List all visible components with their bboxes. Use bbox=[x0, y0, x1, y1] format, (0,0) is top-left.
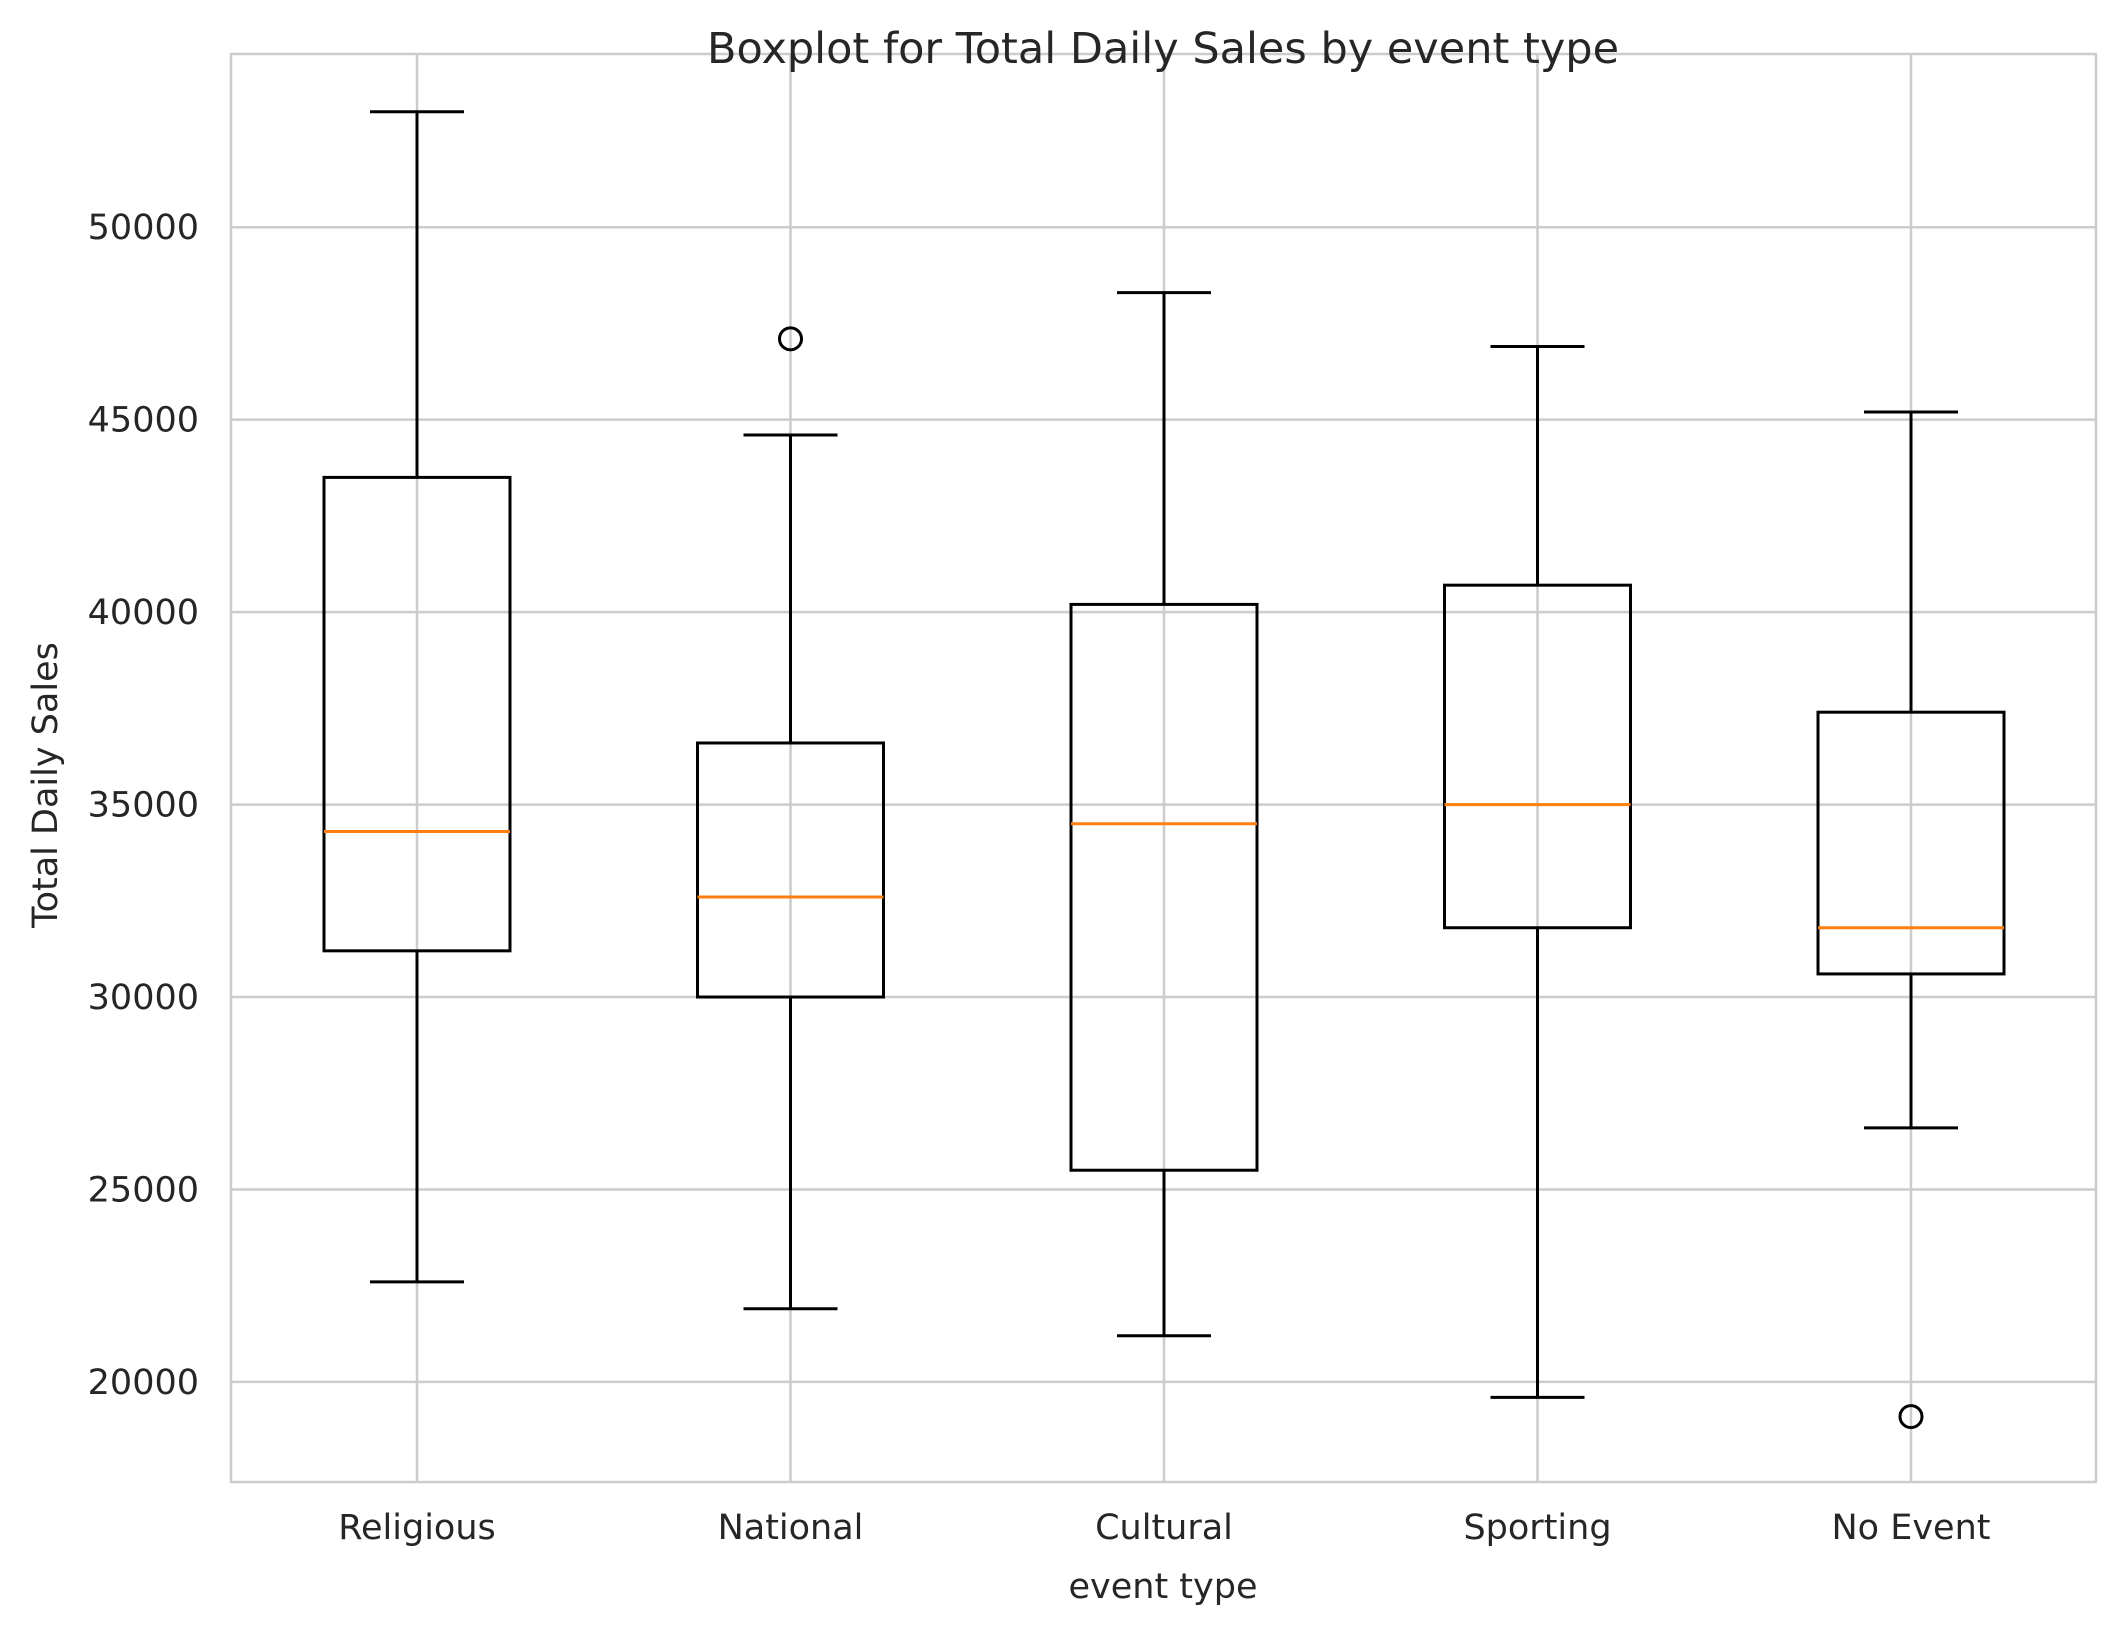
y-tick-label: 45000 bbox=[88, 401, 199, 441]
box-iqr bbox=[322, 475, 512, 953]
box-no-event bbox=[1816, 410, 2006, 1430]
box-cultural bbox=[1069, 291, 1259, 1338]
box-iqr bbox=[1443, 583, 1632, 930]
box-iqr bbox=[696, 741, 885, 999]
box-national bbox=[696, 326, 885, 1311]
outlier-point bbox=[1898, 1404, 1924, 1430]
x-axis-label: event type bbox=[1069, 1567, 1258, 1607]
y-tick-labels: 20000 25000 30000 35000 40000 45000 50000 bbox=[88, 208, 199, 1403]
x-tick-label: No Event bbox=[1832, 1508, 1991, 1548]
box-sporting bbox=[1443, 345, 1632, 1399]
y-tick-label: 40000 bbox=[88, 593, 199, 633]
chart-title: Boxplot for Total Daily Sales by event t… bbox=[707, 24, 1619, 74]
box-iqr bbox=[1816, 710, 2006, 976]
y-tick-label: 20000 bbox=[88, 1363, 199, 1403]
y-axis-label: Total Daily Sales bbox=[26, 642, 66, 929]
outlier-point bbox=[778, 326, 803, 352]
y-tick-label: 35000 bbox=[88, 786, 199, 826]
y-tick-label: 50000 bbox=[88, 208, 199, 248]
x-tick-label: Cultural bbox=[1095, 1508, 1233, 1548]
plot-frame bbox=[229, 52, 2098, 1484]
x-tick-label: Sporting bbox=[1463, 1508, 1611, 1548]
x-tick-labels: Religious National Cultural Sporting No Even… bbox=[338, 1508, 1990, 1548]
box-iqr bbox=[1069, 602, 1259, 1172]
boxes bbox=[322, 110, 2006, 1430]
y-tick-label: 30000 bbox=[88, 978, 199, 1018]
box-religious bbox=[322, 110, 512, 1284]
y-tick-label: 25000 bbox=[88, 1170, 199, 1210]
x-tick-label: Religious bbox=[338, 1508, 496, 1548]
x-tick-label: National bbox=[718, 1508, 864, 1548]
